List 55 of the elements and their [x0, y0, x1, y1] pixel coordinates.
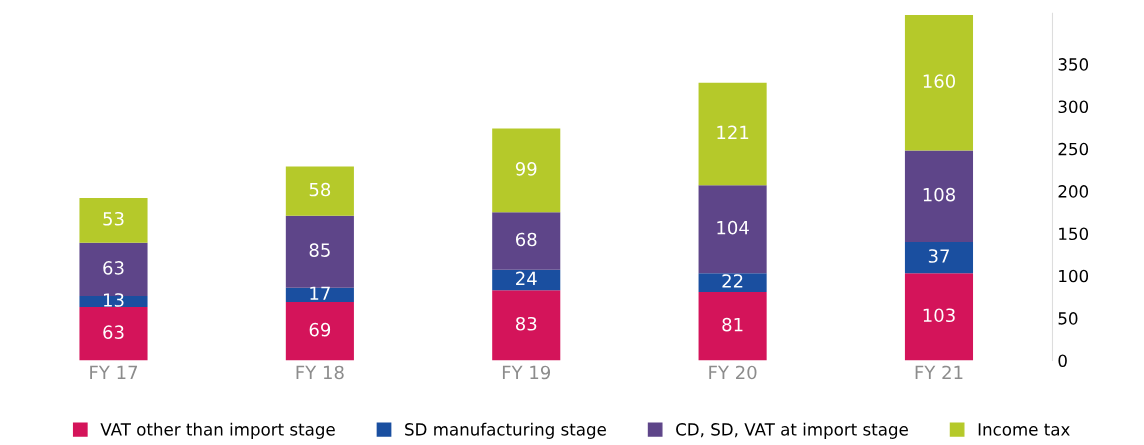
- y-tick-label: 200: [1058, 185, 1089, 198]
- data-label: 108: [923, 187, 955, 202]
- y-tick-label: 0: [1058, 354, 1067, 368]
- bar: [698, 291, 767, 361]
- bar: [492, 290, 561, 361]
- bar: [698, 185, 767, 274]
- bar: [698, 82, 767, 186]
- bar: [285, 287, 354, 303]
- y-tick-label: 300: [1058, 100, 1089, 114]
- y-tick-label: 150: [1059, 227, 1089, 241]
- bar: [904, 273, 974, 361]
- legend-label: VAT other than import stage: [100, 422, 335, 439]
- data-label: 63: [103, 325, 124, 340]
- bar: [285, 302, 354, 361]
- legend-label: SD manufacturing stage: [405, 422, 606, 439]
- data-label: 85: [309, 243, 330, 257]
- data-label: 104: [717, 220, 749, 235]
- bar: [285, 166, 354, 216]
- x-tick-label: FY 19: [502, 365, 551, 380]
- data-label: 37: [928, 249, 949, 263]
- data-label: 121: [717, 125, 749, 139]
- data-label: 99: [515, 161, 537, 176]
- data-label: 13: [104, 293, 124, 307]
- data-label: 69: [309, 322, 331, 337]
- bar: [698, 273, 767, 292]
- legend-label: CD, SD, VAT at import stage: [676, 422, 908, 439]
- bar: [904, 241, 974, 274]
- data-label: 83: [515, 316, 537, 331]
- data-label: 160: [923, 74, 956, 89]
- bar: [492, 269, 561, 291]
- data-label: 103: [923, 308, 955, 323]
- data-label: 68: [516, 232, 537, 247]
- data-label: 63: [103, 261, 124, 275]
- y-tick-label: 100: [1059, 269, 1089, 283]
- data-label: 22: [722, 274, 743, 288]
- data-label: 17: [310, 286, 330, 300]
- bar: [492, 128, 561, 213]
- x-tick-label: FY 17: [90, 365, 138, 380]
- legend-label: Income tax: [978, 423, 1070, 436]
- data-label: 81: [722, 317, 743, 332]
- x-tick-label: FY 20: [709, 365, 757, 380]
- y-tick-label: 250: [1058, 142, 1089, 156]
- bar: [285, 215, 354, 288]
- y-tick-label: 50: [1058, 312, 1078, 325]
- bar: [79, 197, 148, 243]
- data-label: 53: [103, 211, 124, 226]
- bar: [904, 150, 974, 242]
- data-label: 24: [516, 271, 537, 286]
- data-label: 58: [309, 182, 331, 197]
- x-tick-label: FY 21: [915, 365, 963, 380]
- bar: [79, 307, 148, 361]
- x-tick-label: FY 18: [296, 365, 344, 380]
- bar: [492, 212, 561, 270]
- y-tick-label: 350: [1058, 58, 1089, 71]
- bar: [904, 15, 974, 151]
